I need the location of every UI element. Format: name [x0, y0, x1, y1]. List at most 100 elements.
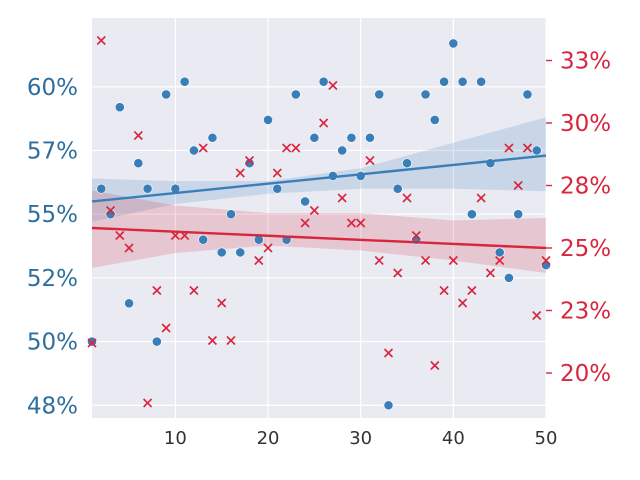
data-point-x	[504, 143, 514, 153]
data-point-circle	[531, 145, 542, 156]
data-point-circle	[244, 158, 255, 169]
data-point-x	[430, 360, 440, 371]
data-point-x	[522, 143, 533, 153]
data-point-x	[476, 193, 486, 203]
data-point-x	[115, 230, 125, 241]
data-point-x	[133, 130, 143, 141]
x-tick-label: 30	[349, 428, 372, 449]
data-point-x	[143, 398, 153, 408]
y-left-tick-label: 57%	[27, 138, 78, 164]
data-point-circle	[504, 272, 514, 283]
data-point-circle	[337, 145, 348, 156]
data-point-circle	[189, 145, 199, 156]
y-left-tick-label: 55%	[27, 202, 78, 228]
data-point-x	[198, 143, 208, 153]
data-point-circle	[226, 209, 236, 220]
data-point-x	[152, 285, 162, 296]
data-point-x	[96, 35, 106, 46]
trend-line-series-1	[91, 154, 547, 203]
data-point-x	[300, 218, 310, 228]
data-point-circle	[179, 76, 190, 87]
y-right-tick-label: 33%	[560, 49, 611, 75]
y-left-tick-label: 60%	[27, 75, 78, 101]
data-point-x	[439, 285, 449, 296]
data-point-circle	[216, 247, 227, 258]
data-point-x	[393, 268, 403, 278]
data-point-circle	[161, 89, 172, 100]
data-point-x	[263, 243, 273, 253]
data-point-x	[309, 205, 319, 216]
data-point-circle	[124, 298, 134, 309]
data-point-x	[337, 193, 347, 203]
data-point-x	[244, 155, 255, 166]
data-point-circle	[151, 336, 162, 347]
confidence-band-series-2	[92, 190, 546, 273]
data-point-circle	[420, 89, 431, 100]
trend-lines	[91, 154, 547, 250]
confidence-band-series-1	[92, 117, 546, 222]
data-point-x	[411, 230, 421, 241]
data-point-x	[513, 180, 523, 191]
y-left-tick-label: 48%	[27, 393, 78, 419]
data-point-x	[448, 255, 458, 266]
data-point-x	[346, 218, 356, 228]
data-point-x	[356, 218, 366, 228]
data-point-circle	[318, 76, 329, 87]
data-point-circle	[429, 115, 440, 125]
data-point-x	[383, 348, 394, 358]
grid	[92, 18, 547, 418]
data-point-circle	[457, 76, 468, 87]
data-point-x	[235, 168, 245, 178]
data-point-circle	[272, 183, 283, 194]
trend-line-series-2	[91, 226, 547, 250]
y-left-tick-label: 50%	[27, 330, 78, 356]
data-point-x	[189, 285, 199, 296]
y-right-tick-label: 25%	[560, 236, 611, 262]
data-point-circle	[87, 336, 97, 347]
data-point-circle	[448, 38, 459, 49]
data-point-circle	[96, 183, 107, 194]
data-point-x	[495, 255, 505, 266]
data-point-circle	[198, 234, 209, 245]
data-point-x	[282, 143, 292, 153]
data-point-circle	[300, 196, 311, 207]
data-point-circle	[365, 132, 375, 143]
y-right-tick-label: 20%	[560, 361, 611, 387]
data-point-x	[467, 285, 477, 296]
data-point-circle	[522, 89, 533, 100]
data-point-circle	[541, 260, 551, 271]
data-point-circle	[346, 132, 357, 143]
data-point-x	[291, 143, 301, 153]
data-point-circle	[142, 183, 153, 194]
data-point-x	[226, 335, 236, 346]
data-point-circle	[290, 89, 301, 100]
data-point-x	[458, 298, 468, 308]
data-point-circle	[235, 247, 246, 258]
data-point-x	[217, 298, 227, 308]
x-tick-label: 40	[442, 428, 465, 449]
data-point-x	[161, 323, 171, 333]
y-left-tick-label: 52%	[27, 266, 78, 292]
data-point-circle	[355, 171, 366, 181]
data-point-circle	[402, 158, 412, 169]
data-point-x	[374, 255, 384, 266]
data-point-circle	[207, 132, 218, 143]
data-point-x	[365, 155, 375, 166]
data-point-x	[254, 255, 264, 266]
data-point-x	[420, 255, 431, 266]
data-point-circle	[392, 183, 403, 194]
y-right-tick-label: 28%	[560, 174, 611, 200]
data-point-x	[402, 193, 412, 203]
data-point-x	[541, 255, 551, 266]
data-point-circle	[494, 247, 505, 258]
data-point-x	[207, 335, 218, 346]
data-point-circle	[513, 209, 524, 220]
x-tick-label: 50	[535, 428, 558, 449]
data-point-x	[105, 205, 116, 216]
data-point-circle	[133, 158, 144, 169]
x-tick-label: 20	[257, 428, 280, 449]
data-point-x	[124, 243, 134, 253]
data-point-circle	[476, 76, 487, 87]
data-point-circle	[309, 132, 320, 143]
